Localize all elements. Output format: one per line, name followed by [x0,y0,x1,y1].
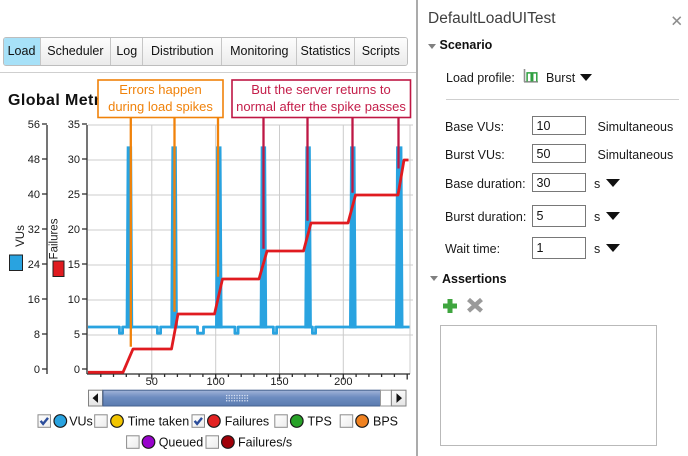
svg-text:15: 15 [68,259,80,271]
svg-text:25: 25 [68,189,80,201]
svg-text:BPS: BPS [373,414,398,428]
svg-text:VUs: VUs [69,414,93,428]
svg-text:5: 5 [74,329,80,341]
svg-text:150: 150 [270,376,288,388]
svg-text:VUs: VUs [15,225,27,247]
svg-text:10: 10 [68,294,80,306]
svg-text:TPS: TPS [308,414,332,428]
svg-text:Errors happen: Errors happen [119,82,201,97]
svg-text:30: 30 [68,154,80,166]
svg-text:during load spikes: during load spikes [108,99,213,114]
svg-text:100: 100 [207,376,225,388]
svg-text:0: 0 [74,364,80,376]
svg-text:35: 35 [68,119,80,131]
svg-text:40: 40 [28,189,40,201]
svg-text:50: 50 [146,376,158,388]
svg-text:0: 0 [34,364,40,376]
svg-text:But the server returns to: But the server returns to [251,82,390,97]
svg-text:Time taken: Time taken [128,414,189,428]
svg-text:Queued: Queued [159,435,204,449]
svg-text:8: 8 [34,329,40,341]
svg-text:48: 48 [28,154,40,166]
svg-text:56: 56 [28,119,40,131]
svg-text:normal after the spike passes: normal after the spike passes [236,99,406,114]
svg-text:24: 24 [28,259,40,271]
svg-text:200: 200 [334,376,352,388]
svg-text:Failures/s: Failures/s [238,435,292,449]
svg-text:32: 32 [28,224,40,236]
svg-text:20: 20 [68,224,80,236]
svg-text:Failures: Failures [49,218,61,259]
svg-text:Failures: Failures [225,414,269,428]
svg-text:16: 16 [28,294,40,306]
